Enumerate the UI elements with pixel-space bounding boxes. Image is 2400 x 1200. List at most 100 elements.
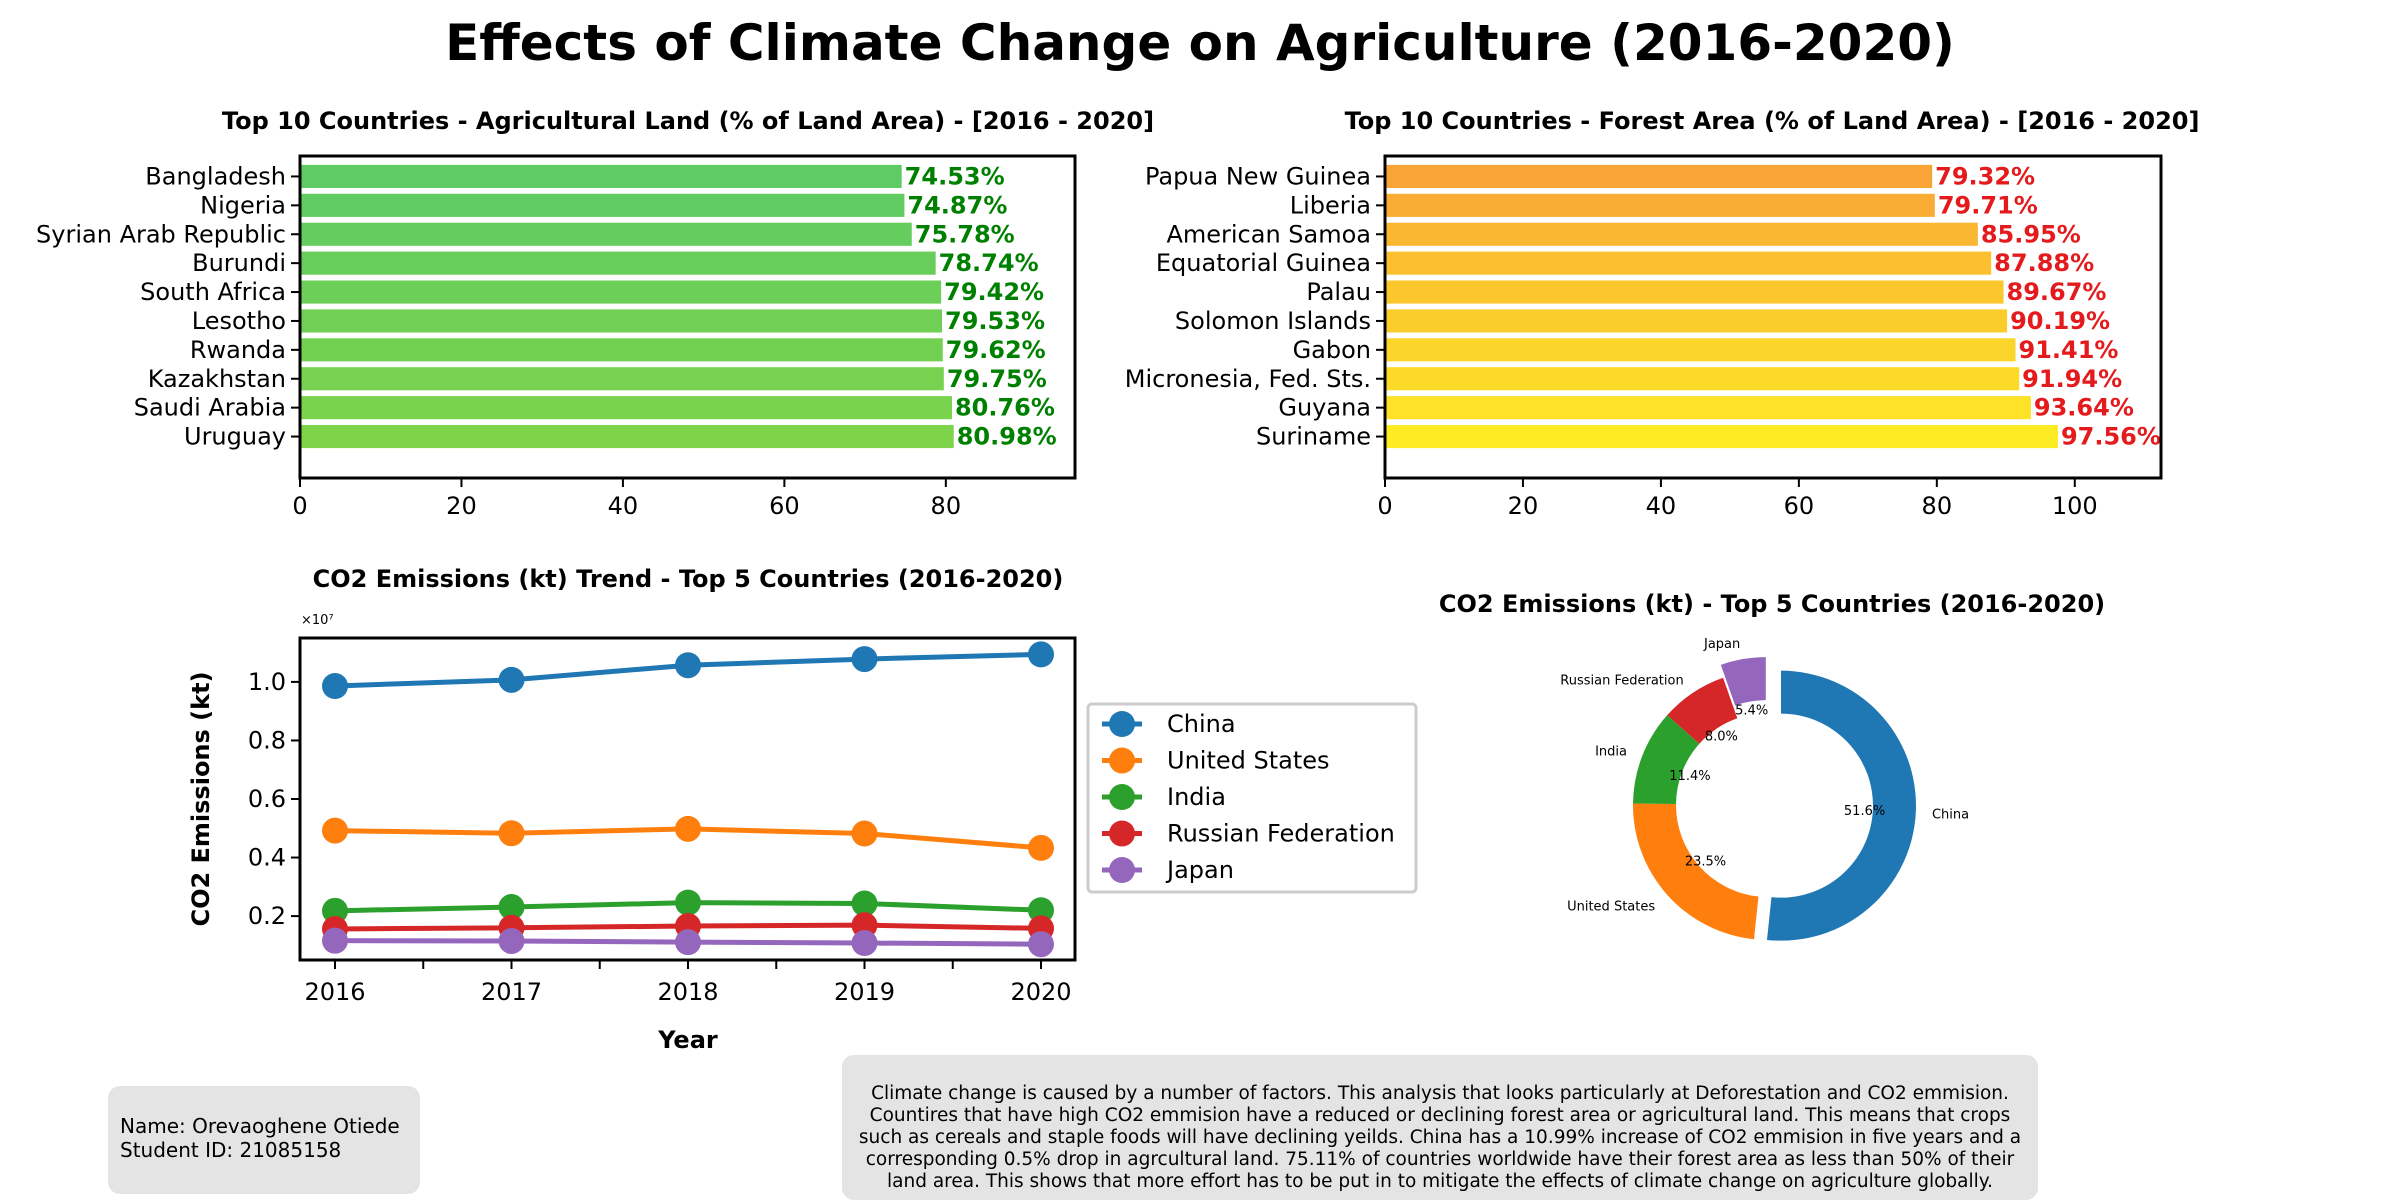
donut-slice (1667, 677, 1738, 744)
co2-trend-y-tick-label: 1.0 (248, 668, 286, 696)
co2-trend-data-point (851, 930, 878, 957)
forest-area-value-label: 85.95% (1981, 220, 2081, 248)
donut-slice-label: Russian Federation (1560, 673, 1683, 688)
forest-area-bar (1385, 222, 1978, 246)
forest-area-category-label: Solomon Islands (1175, 307, 1371, 335)
co2-trend-y-axis-label: CO2 Emissions (kt) (187, 671, 215, 926)
forest-area-chart-title: Top 10 Countries - Forest Area (% of Lan… (1345, 107, 2200, 135)
forest-area-chart: Top 10 Countries - Forest Area (% of Lan… (1125, 107, 2200, 520)
agricultural-land-bar (300, 338, 943, 362)
co2-trend-data-point (322, 927, 348, 954)
donut-slice-percent: 8.0% (1705, 730, 1738, 745)
donut-slice-percent: 11.4% (1669, 769, 1710, 784)
forest-area-value-label: 79.32% (1935, 162, 2035, 190)
agricultural-land-value-label: 74.87% (907, 191, 1007, 219)
donut-slice-label: China (1932, 808, 1969, 823)
agricultural-land-bar (300, 193, 905, 217)
forest-area-x-tick-label: 60 (1784, 492, 1815, 520)
analysis-summary-text: Climate change is caused by a number of … (858, 1083, 2022, 1192)
co2-trend-data-point (322, 897, 348, 924)
agricultural-land-x-tick-label: 60 (769, 492, 800, 520)
co2-trend-data-point (675, 889, 701, 916)
legend-label: India (1167, 783, 1226, 811)
co2-trend-x-axis-label: Year (657, 1026, 718, 1054)
agricultural-land-value-label: 79.62% (946, 336, 1046, 364)
co2-trend-data-point (1028, 931, 1054, 958)
forest-area-category-label: Liberia (1290, 191, 1371, 219)
legend-marker (1109, 747, 1135, 774)
forest-area-category-label: Guyana (1278, 394, 1371, 422)
co2-trend-data-point (851, 890, 878, 917)
co2-trend-data-point (675, 815, 701, 842)
donut-slice-label: Japan (1703, 637, 1740, 652)
forest-area-bar (1385, 251, 1992, 275)
agricultural-land-value-label: 80.76% (955, 394, 1055, 422)
agricultural-land-bar (300, 309, 943, 333)
forest-area-value-label: 97.56% (2061, 423, 2161, 451)
co2-trend-data-point (498, 894, 525, 921)
agricultural-land-category-label: Burundi (192, 249, 286, 277)
co2-trend-y-tick-label: 0.4 (248, 844, 286, 872)
co2-trend-x-tick-label: 2019 (834, 978, 895, 1006)
co2-trend-data-point (498, 820, 525, 847)
forest-area-category-label: Palau (1306, 278, 1371, 306)
co2-trend-data-point (675, 652, 701, 679)
legend-label: United States (1167, 747, 1330, 775)
agricultural-land-x-tick-label: 20 (446, 492, 477, 520)
legend-label: Russian Federation (1167, 820, 1395, 848)
agricultural-land-category-label: Uruguay (184, 423, 286, 451)
forest-area-category-label: Micronesia, Fed. Sts. (1125, 365, 1371, 393)
agricultural-land-category-label: Saudi Arabia (134, 394, 286, 422)
donut-slice (1720, 657, 1766, 706)
page-title: Effects of Climate Change on Agriculture… (445, 14, 1955, 72)
legend-frame (1086, 702, 1418, 894)
co2-trend-data-point (498, 666, 525, 693)
forest-area-x-tick-label: 40 (1646, 492, 1677, 520)
agricultural-land-category-label: South Africa (140, 278, 286, 306)
forest-area-category-label: American Samoa (1166, 220, 1371, 248)
forest-area-value-label: 90.19% (2010, 307, 2110, 335)
legend-label: China (1167, 710, 1236, 738)
forest-area-bar (1385, 309, 2008, 333)
forest-area-bar (1385, 424, 2058, 449)
agricultural-land-chart: Top 10 Countries - Agricultural Land (% … (36, 107, 1154, 520)
agricultural-land-category-label: Rwanda (190, 336, 286, 364)
agricultural-land-category-label: Syrian Arab Republic (36, 220, 286, 248)
agricultural-land-x-tick-label: 40 (608, 492, 639, 520)
legend-marker (1109, 784, 1135, 810)
forest-area-bar (1385, 164, 1933, 189)
co2-trend-offset-label: ×10⁷ (301, 613, 334, 628)
co2-trend-data-point (851, 912, 878, 939)
co2-emissions-trend-chart: CO2 Emissions (kt) Trend - Top 5 Countri… (187, 565, 1418, 1054)
co2-trend-x-tick-label: 2016 (304, 978, 365, 1006)
co2-trend-y-tick-label: 0.6 (248, 785, 286, 813)
forest-area-bar (1385, 396, 2031, 420)
donut-slice-label: United States (1567, 900, 1655, 915)
forest-area-chart-frame (1383, 154, 2163, 480)
donut-slice-label: India (1595, 744, 1627, 759)
forest-area-x-tick-label: 80 (1922, 492, 1953, 520)
agricultural-land-bar (300, 164, 902, 189)
co2-donut-chart-title: CO2 Emissions (kt) - Top 5 Countries (20… (1439, 590, 2105, 618)
agricultural-land-bar (300, 222, 912, 246)
agricultural-land-value-label: 79.53% (945, 307, 1045, 335)
legend-marker (1109, 820, 1135, 847)
co2-trend-data-point (1028, 641, 1054, 668)
forest-area-x-tick-label: 100 (2052, 492, 2098, 520)
student-info-box: Name: Orevaoghene Otiede Student ID: 210… (108, 1086, 420, 1194)
forest-area-value-label: 93.64% (2034, 394, 2134, 422)
agricultural-land-value-label: 79.75% (947, 365, 1047, 393)
agricultural-land-chart-title: Top 10 Countries - Agricultural Land (% … (222, 107, 1154, 135)
co2-trend-x-tick-label: 2018 (657, 978, 718, 1006)
legend-label: Japan (1165, 856, 1234, 884)
donut-slice (1633, 803, 1759, 940)
agricultural-land-bar (300, 424, 954, 449)
co2-trend-y-tick-label: 0.8 (248, 726, 286, 754)
agricultural-land-category-label: Lesotho (192, 307, 286, 335)
agricultural-land-x-tick-label: 0 (292, 492, 307, 520)
co2-trend-data-point (675, 929, 701, 956)
agricultural-land-value-label: 74.53% (905, 162, 1005, 190)
co2-trend-data-point (322, 673, 348, 700)
agricultural-land-value-label: 80.98% (957, 423, 1057, 451)
legend-marker (1109, 711, 1135, 737)
